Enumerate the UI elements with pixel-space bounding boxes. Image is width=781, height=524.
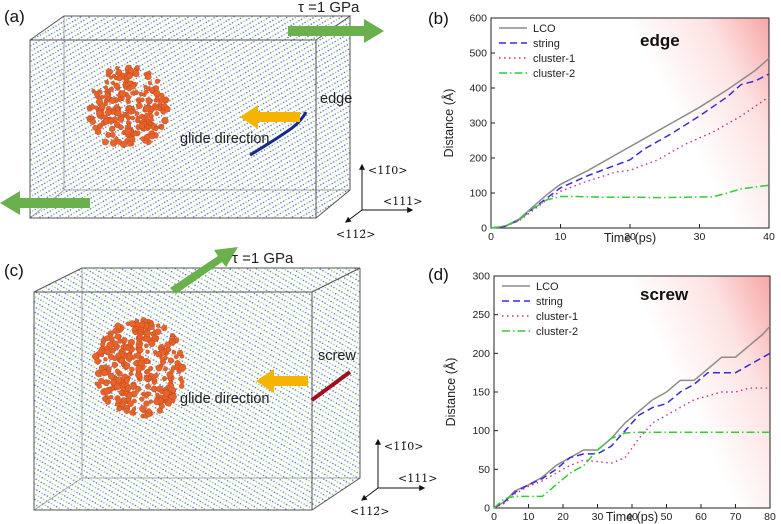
chart-title-d: screw [640,285,689,304]
legend-label-cluster-2: cluster-2 [533,68,575,80]
crystal-axes-c: <11̄0> <111> <112̄> [350,438,437,518]
y-tick-label: 150 [472,387,490,399]
plot-background-d [494,276,770,508]
x-tick-label: 10 [523,511,535,523]
x-tick-label: 40 [626,511,638,523]
shear-arrow-right-icon [288,19,384,43]
shear-arrow-left-icon [0,191,90,215]
legend-label-string: string [536,296,563,308]
legend-label-string: string [533,38,560,50]
series-line-cluster-2 [493,431,770,509]
atom-cluster-icon [86,64,171,148]
axis-dir-down-c: <112̄> [350,505,389,518]
legend-label-cluster-2: cluster-2 [536,326,578,338]
legend-label-LCO: LCO [533,23,556,35]
panel-a: (a) τ =1 GPa edge glide direction <11̄0>… [0,0,422,241]
glide-arrow-icon [240,105,300,129]
y-tick-label: 400 [469,83,487,95]
y-tick-label: 250 [472,309,490,321]
panel-label-c: (c) [4,261,24,280]
y-tick-label: 200 [469,153,487,165]
axis-dir-up-a: <11̄0> [368,164,407,177]
glide-direction-label-a: glide direction [180,131,269,147]
dislocation-label-screw: screw [318,348,356,364]
y-axis-label-b: Distance (Å) [441,89,456,158]
y-tick-label: 600 [469,13,487,25]
x-tick-label: 0 [491,511,497,523]
dislocation-label-edge: edge [320,91,352,107]
x-tick-label: 60 [695,511,707,523]
legend-label-LCO: LCO [536,281,559,293]
y-tick-label: 500 [469,48,487,60]
x-tick-label: 70 [730,511,742,523]
series-line-string [493,352,771,509]
y-tick-label: 100 [472,425,490,437]
x-tick-label: 20 [557,511,569,523]
y-tick-label: 300 [469,118,487,130]
y-axis-label-d: Distance (Å) [443,358,458,427]
x-tick-label: 20 [624,231,636,243]
x-tick-label: 30 [694,231,706,243]
plot-background-b [491,18,769,228]
panel-label-d: (d) [428,265,449,284]
y-tick-label: 200 [472,348,490,360]
legend-label-cluster-1: cluster-1 [533,53,575,65]
axis-dir-right-c: <111> [398,472,437,485]
x-tick-label: 80 [764,511,776,523]
chart-d: (d) screw Time (ps) Distance (Å) 0 10 20 30… [428,265,776,524]
shear-stress-label-c: τ =1 GPa [232,250,294,267]
axis-dir-right-a: <111> [383,195,422,208]
chart-b: (b) edge Time (ps) Distance (Å) 0 10 20 30 4… [428,9,775,245]
panel-label-a: (a) [4,7,25,26]
y-tick-label: 300 [472,271,490,283]
edge-dislocation-line [249,111,308,157]
box-edges-a [29,15,352,219]
series-line-LCO [490,57,770,229]
x-axis-label-d: Time (ps) [606,510,658,524]
atom-cluster-icon [92,317,186,419]
y-tick-label: 100 [469,188,487,200]
x-tick-label: 10 [555,231,567,243]
shear-arrow-upright-icon [170,247,238,294]
axis-dir-down-a: <112̄> [336,228,375,241]
shear-stress-label-a: τ =1 GPa [298,0,360,16]
crystal-box-c [34,268,360,510]
y-tick-label: 0 [484,503,490,515]
box-edges-c [33,267,361,511]
chart-title-b: edge [640,31,680,50]
y-tick-label: 50 [478,464,490,476]
x-tick-label: 30 [592,511,604,523]
panel-c: (c) τ =1 GPa screw glide direction <11̄0… [4,247,437,518]
x-tick-label: 0 [488,231,494,243]
x-axis-label-b: Time (ps) [604,231,656,245]
legend-label-cluster-1: cluster-1 [536,311,578,323]
screw-dislocation-line [310,370,352,402]
x-tick-label: 40 [763,231,775,243]
glide-arrow-icon [256,369,308,393]
panel-label-b: (b) [428,9,449,28]
series-line-cluster-2 [490,184,770,229]
y-tick-label: 0 [481,223,487,235]
glide-direction-label-c: glide direction [180,391,269,407]
crystal-box-a [30,16,350,218]
x-tick-label: 50 [661,511,673,523]
crystal-axes-a: <11̄0> <111> <112̄> [336,163,422,241]
axis-dir-up-c: <11̄0> [384,440,423,453]
